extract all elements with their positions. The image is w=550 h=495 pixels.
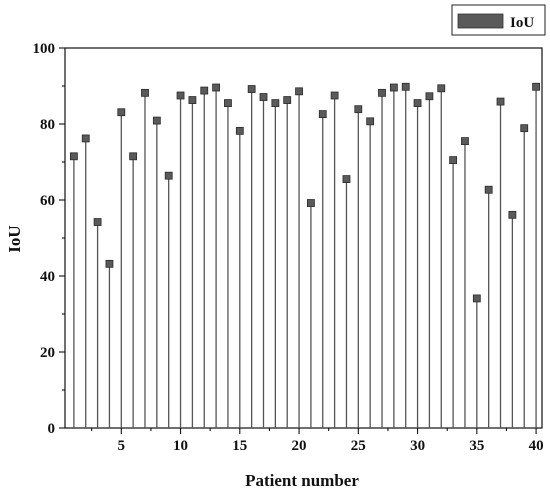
data-point-marker [295, 87, 303, 96]
x-axis-title: Patient number [245, 471, 359, 490]
data-point-marker [425, 92, 434, 101]
data-point-marker [318, 110, 327, 119]
data-point-marker [461, 137, 469, 146]
y-tick-label: 60 [40, 193, 55, 209]
stem-series [69, 82, 540, 428]
data-point-marker [117, 108, 126, 117]
axes: 0 20 40 60 80 100 5 10 15 20 25 30 35 40 [33, 41, 544, 454]
y-tick-label: 40 [40, 269, 55, 285]
x-tick-label: 30 [410, 438, 425, 454]
data-point-marker [105, 259, 114, 268]
data-point-marker [366, 117, 375, 126]
data-point-marker [69, 152, 78, 161]
plot-area-border [64, 47, 543, 429]
x-tick-label: 35 [469, 438, 484, 454]
data-point-marker [176, 91, 185, 100]
y-tick-label: 20 [40, 345, 55, 361]
data-point-marker [212, 83, 220, 92]
data-point-marker [330, 91, 339, 100]
data-point-marker [93, 218, 102, 226]
data-point-marker [532, 82, 540, 91]
y-tick-label: 100 [33, 41, 56, 57]
data-point-marker [235, 126, 244, 135]
data-point-marker [472, 294, 481, 303]
x-tick-label: 40 [529, 438, 544, 454]
data-point-marker [129, 152, 138, 161]
data-point-marker [259, 93, 268, 101]
data-point-marker [354, 105, 363, 114]
data-point-marker [449, 156, 458, 165]
x-tick-label: 5 [118, 438, 126, 454]
data-point-marker [283, 96, 292, 104]
data-point-marker [484, 185, 493, 194]
data-point-marker [401, 82, 410, 91]
data-point-marker [378, 88, 386, 97]
x-tick-label: 25 [351, 438, 366, 454]
data-point-marker [152, 116, 161, 125]
y-tick-label: 0 [48, 421, 56, 437]
data-point-marker [247, 85, 256, 93]
data-point-marker [200, 86, 209, 95]
data-point-marker [224, 99, 232, 107]
data-point-marker [271, 99, 280, 107]
legend: IoU [451, 4, 546, 36]
data-point-marker [520, 124, 529, 133]
data-point-marker [508, 210, 517, 219]
y-axis-title: IoU [5, 225, 24, 252]
x-tick-label: 20 [292, 438, 307, 454]
data-point-marker [141, 88, 149, 97]
data-point-marker [164, 171, 173, 180]
legend-marker [457, 13, 504, 29]
data-point-marker [307, 199, 315, 207]
data-point-marker [437, 84, 446, 93]
x-tick-label: 15 [232, 438, 247, 454]
plot-frame [64, 47, 543, 429]
data-point-marker [188, 96, 197, 104]
data-point-marker [496, 97, 505, 106]
data-point-marker [389, 83, 398, 92]
data-point-marker [342, 175, 351, 184]
legend-label: IoU [510, 15, 534, 31]
x-tick-label: 10 [173, 438, 188, 454]
data-point-marker [81, 134, 90, 143]
data-point-marker [413, 99, 422, 107]
y-tick-label: 80 [40, 117, 55, 133]
